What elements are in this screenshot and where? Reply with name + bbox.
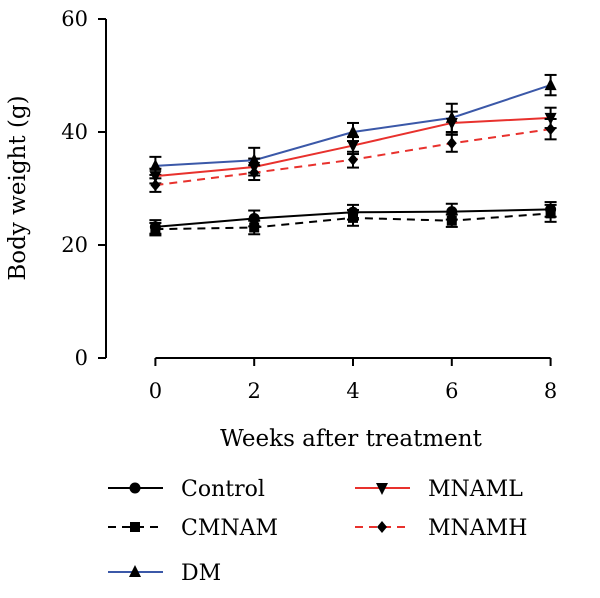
data-point — [249, 222, 260, 233]
data-point — [249, 166, 260, 179]
data-point — [545, 123, 556, 136]
x-tick-label: 8 — [544, 379, 557, 403]
legend-item-dm: DM — [108, 561, 221, 586]
data-point — [347, 140, 359, 153]
x-tick-label: 4 — [346, 379, 359, 403]
series-mnaml — [149, 106, 557, 185]
data-point — [150, 179, 161, 192]
legend-label: MNAMH — [428, 516, 527, 541]
data-point — [150, 224, 161, 235]
data-point — [446, 137, 457, 150]
x-tick-label: 0 — [149, 379, 162, 403]
legend-item-mnaml: MNAML — [355, 477, 523, 502]
series-layer — [149, 73, 557, 237]
legend-marker — [377, 521, 387, 533]
data-point — [348, 212, 358, 223]
legend-label: MNAML — [428, 477, 523, 502]
legend-marker — [376, 483, 388, 495]
axes: 0 20 40 60 0 2 4 6 8 — [61, 7, 557, 403]
series-cmnam — [149, 203, 557, 237]
legend-item-mnamh: MNAMH — [355, 516, 527, 541]
legend-label: DM — [181, 561, 221, 586]
y-tick-label: 60 — [61, 7, 88, 31]
legend-marker — [129, 482, 141, 494]
x-axis-title: Weeks after treatment — [220, 426, 482, 452]
data-point — [347, 125, 359, 137]
data-point — [445, 117, 458, 130]
legend-marker — [130, 522, 140, 532]
y-axis-title: Body weight (g) — [5, 95, 31, 280]
y-tick-label: 20 — [61, 233, 88, 257]
legend-label: CMNAM — [181, 516, 278, 541]
y-tick-label: 0 — [75, 346, 88, 370]
data-point — [446, 215, 457, 226]
legend-marker — [129, 565, 141, 577]
data-point — [348, 153, 358, 166]
x-tick-label: 2 — [248, 379, 261, 403]
legend-label: Control — [181, 477, 265, 502]
legend-item-cmnam: CMNAM — [108, 516, 278, 541]
data-point — [545, 208, 556, 219]
legend-item-control: Control — [108, 477, 265, 502]
series-mnamh — [149, 118, 557, 193]
legend: Control CMNAM DM MNAML MNAMH — [108, 477, 527, 586]
x-tick-label: 6 — [445, 379, 458, 403]
data-point — [149, 171, 162, 184]
data-point — [544, 78, 557, 91]
y-tick-label: 40 — [61, 120, 88, 144]
